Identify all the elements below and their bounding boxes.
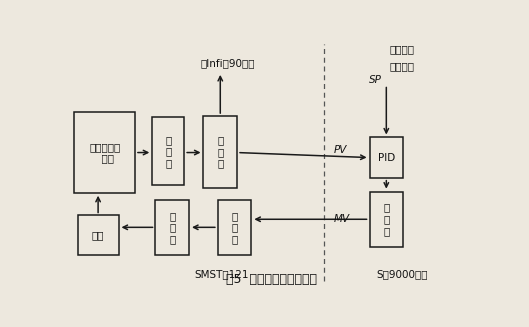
- Bar: [78, 215, 118, 254]
- Bar: [204, 116, 237, 188]
- Text: PV: PV: [334, 145, 347, 155]
- Bar: [218, 200, 251, 254]
- Text: 配
电
器: 配 电 器: [217, 135, 223, 168]
- Text: 二
次
表: 二 次 表: [165, 135, 171, 168]
- Bar: [152, 117, 184, 185]
- Text: SMST－121: SMST－121: [195, 269, 249, 279]
- Bar: [156, 200, 189, 254]
- Text: 给料机和配
  料称: 给料机和配 料称: [89, 142, 120, 164]
- Text: PID: PID: [378, 153, 395, 163]
- Text: S－9000系统: S－9000系统: [377, 269, 428, 279]
- Text: 变
频
器: 变 频 器: [169, 211, 176, 244]
- Text: 图5  配料秤系统控制框图: 图5 配料秤系统控制框图: [225, 273, 317, 286]
- Text: 在操作员: 在操作员: [390, 44, 415, 54]
- Bar: [74, 112, 135, 193]
- Text: SP: SP: [369, 75, 382, 84]
- Text: 手
操
器: 手 操 器: [232, 211, 238, 244]
- Text: 软
手
操: 软 手 操: [383, 203, 389, 236]
- Text: 盘上设定: 盘上设定: [390, 61, 415, 71]
- Text: 电机: 电机: [92, 230, 104, 240]
- Text: 至Infi－90系统: 至Infi－90系统: [201, 58, 256, 68]
- Text: MV: MV: [334, 214, 350, 224]
- Bar: [369, 192, 403, 247]
- Bar: [369, 137, 403, 178]
